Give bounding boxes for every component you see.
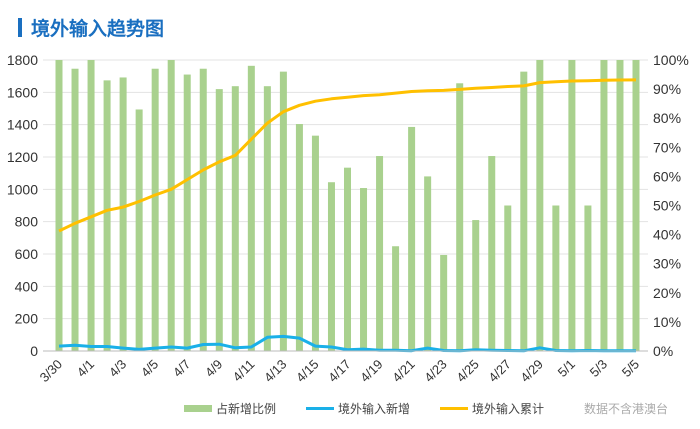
bar-ratio [247, 65, 255, 351]
bar-ratio [376, 156, 384, 351]
bar-ratio [215, 89, 223, 351]
bar-ratio [295, 124, 303, 352]
x-tick: 4/15 [293, 357, 322, 386]
chart-title-text: 境外输入趋势图 [31, 18, 165, 40]
y-tick-right: 80% [653, 110, 681, 126]
y-tick-left: 600 [15, 246, 39, 262]
y-tick-left: 800 [15, 214, 39, 230]
x-tick: 4/29 [517, 357, 546, 386]
bar-ratio [119, 77, 127, 352]
bar-ratio [440, 254, 448, 351]
bar-ratio [472, 220, 480, 351]
bar-ratio [408, 126, 416, 352]
x-tick: 4/21 [389, 357, 418, 386]
bar-ratio [616, 60, 624, 351]
bar-ratio [552, 205, 560, 351]
y-tick-right: 70% [653, 139, 681, 155]
y-tick-right: 100% [653, 52, 689, 68]
y-tick-right: 30% [653, 256, 681, 272]
x-tick: 4/27 [485, 357, 514, 386]
y-tick-right: 0% [653, 343, 673, 359]
bar-ratio [504, 205, 512, 351]
y-tick-right: 20% [653, 285, 681, 301]
bar-ratio [344, 167, 351, 351]
bar-ratio [584, 205, 592, 351]
y-tick-right: 90% [653, 81, 681, 97]
x-tick: 5/3 [587, 357, 610, 380]
line-cumulative [58, 78, 637, 233]
y-tick-left: 0 [30, 343, 38, 359]
legend-label-cumulative: 境外输入累计 [472, 402, 545, 416]
y-tick-left: 1200 [7, 149, 38, 165]
x-tick: 4/9 [202, 357, 225, 380]
bar-ratio [231, 86, 239, 351]
legend-swatch-new [306, 407, 335, 410]
bar-ratio [167, 60, 175, 351]
bar-ratio [520, 71, 528, 351]
bar-ratio [151, 68, 159, 351]
bar-ratio [135, 109, 143, 351]
y-tick-left: 1600 [7, 84, 38, 100]
x-tick: 4/19 [357, 357, 386, 386]
bar-ratio [568, 60, 576, 351]
bar-ratio [87, 60, 95, 351]
bar-ratio [536, 60, 544, 351]
x-tick: 5/5 [619, 357, 642, 380]
legend-item-cumulative: 境外输入累计 [440, 400, 544, 417]
line-new [58, 334, 637, 353]
bar-ratio [279, 71, 287, 351]
bar-ratio [360, 188, 368, 351]
bar-ratio [424, 176, 432, 351]
x-tick: 4/11 [230, 357, 258, 385]
title-accent-bar [18, 18, 22, 37]
y-tick-left: 200 [15, 311, 39, 327]
data-note: 数据不含港澳台 [584, 402, 669, 416]
x-tick: 4/25 [453, 357, 482, 386]
y-tick-right: 50% [653, 198, 681, 214]
y-tick-right: 10% [653, 314, 681, 330]
bar-ratio [327, 182, 335, 351]
legend-label-new: 境外输入新增 [338, 402, 411, 416]
y-tick-left: 1400 [7, 117, 38, 133]
x-tick: 4/3 [106, 357, 129, 380]
chart-title: 境外输入趋势图 [18, 14, 164, 41]
legend-item-new: 境外输入新增 [306, 400, 410, 417]
y-tick-left: 1800 [7, 52, 38, 68]
legend: 占新增比例 境外输入新增 境外输入累计 数据不含港澳台 [184, 400, 668, 417]
bar-ratio [488, 156, 496, 351]
x-tick: 5/1 [555, 357, 578, 380]
legend-swatch-cumulative [440, 407, 469, 410]
legend-item-ratio: 占新增比例 [184, 400, 276, 417]
bar-ratio [103, 80, 111, 352]
x-tick: 4/7 [170, 357, 193, 380]
bar-ratio [199, 68, 207, 351]
y-tick-right: 40% [653, 227, 681, 243]
legend-label-ratio: 占新增比例 [216, 402, 277, 416]
x-tick: 4/1 [74, 357, 97, 380]
y-tick-right: 60% [653, 168, 681, 184]
x-tick: 4/5 [138, 357, 161, 380]
x-tick: 3/30 [37, 357, 66, 386]
y-tick-left: 400 [15, 278, 39, 294]
bar-ratio [55, 60, 63, 351]
bar-ratio [263, 86, 271, 351]
x-tick: 4/23 [421, 357, 450, 386]
bar-ratio [632, 60, 640, 351]
bar-ratio [311, 135, 319, 351]
bar-ratio [456, 83, 464, 351]
bar-ratio [600, 60, 608, 351]
legend-swatch-ratio [184, 405, 212, 412]
bar-ratio [183, 74, 191, 352]
x-tick: 4/13 [261, 357, 290, 386]
x-tick: 4/17 [325, 357, 354, 386]
bar-ratio [71, 68, 79, 351]
y-tick-left: 1000 [7, 181, 38, 197]
bar-ratio [392, 246, 400, 351]
